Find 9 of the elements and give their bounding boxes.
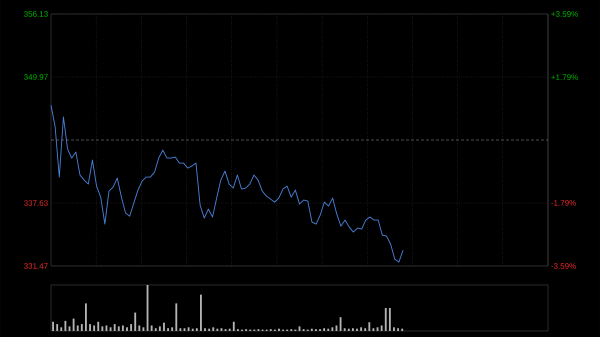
- y-tick-label: 356.13: [24, 11, 48, 17]
- y-tick-label: 337.63: [24, 200, 48, 206]
- y-tick-label: 349.97: [24, 74, 48, 80]
- y2-tick-label: +3.59%: [551, 11, 578, 17]
- y2-tick-label: +1.79%: [551, 74, 578, 80]
- line-series: [50, 104, 404, 263]
- y2-tick-label: -1.79%: [551, 200, 576, 206]
- y-tick-label: 331.47: [24, 263, 48, 269]
- y2-tick-label: -3.59%: [551, 263, 576, 269]
